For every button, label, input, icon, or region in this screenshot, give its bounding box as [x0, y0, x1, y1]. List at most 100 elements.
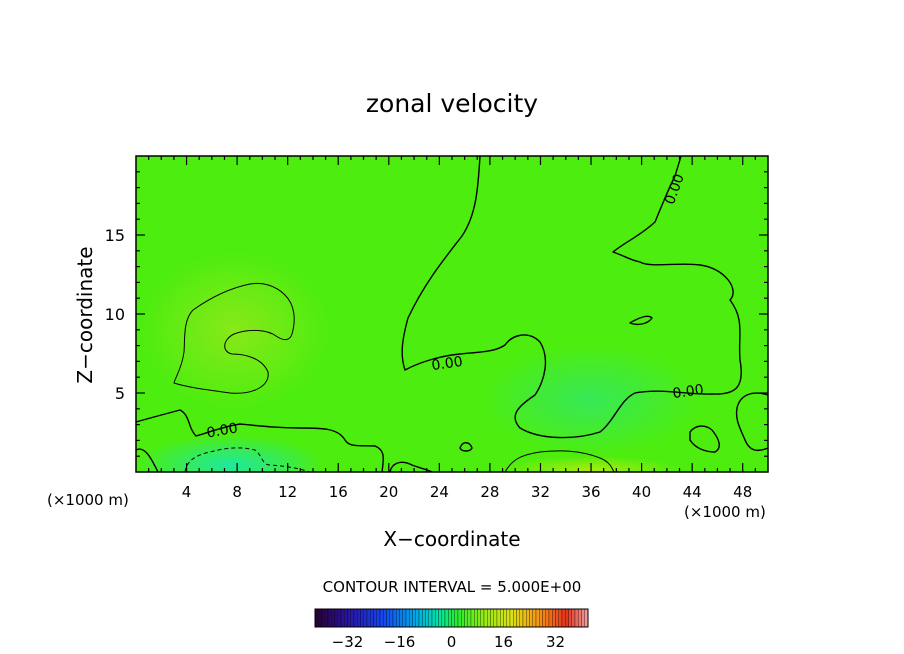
colorbar — [314, 608, 589, 628]
x-tick-label: 36 — [581, 483, 600, 501]
x-unit-label-left: (×1000 m) — [47, 491, 129, 509]
contour-label: 0.00 — [431, 354, 464, 374]
colorbar-cell — [415, 608, 420, 628]
colorbar-cell — [500, 608, 504, 628]
colorbar-cell — [470, 608, 475, 628]
colorbar-cell — [474, 608, 478, 628]
colorbar-cell — [318, 608, 322, 628]
colorbar-cell — [565, 608, 569, 628]
colorbar-cell — [509, 608, 514, 628]
contour-line-right-edge — [735, 392, 768, 452]
colorbar-cell — [386, 608, 390, 628]
x-tick-label: 48 — [733, 483, 752, 501]
x-tick-label: 12 — [278, 483, 297, 501]
colorbar-tick-label: 0 — [447, 633, 457, 651]
y-tick-label: 5 — [115, 384, 125, 403]
colorbar-cell — [321, 608, 325, 628]
field-highlight-right — [480, 345, 700, 455]
contour-label: 0.00 — [672, 382, 705, 402]
colorbar-cell — [435, 608, 439, 628]
contour-label: 0.00 — [205, 420, 238, 441]
x-tick-label: 32 — [531, 483, 550, 501]
colorbar-cell — [571, 608, 576, 628]
colorbar-cell — [337, 608, 342, 628]
colorbar-cell — [431, 608, 436, 628]
colorbar-tick-label: −32 — [332, 633, 364, 651]
colorbar-cell — [490, 608, 494, 628]
x-tick-label: 16 — [329, 483, 348, 501]
colorbar-cell — [526, 608, 530, 628]
colorbar-cell — [324, 608, 329, 628]
contour-lines — [136, 156, 768, 472]
colorbar-cell — [344, 608, 348, 628]
colorbar-cell — [483, 608, 488, 628]
colorbar-cell — [334, 608, 338, 628]
contour-line-right-small — [689, 425, 720, 453]
chart-title: zonal velocity — [366, 89, 538, 118]
contour-lines-dashed — [184, 447, 311, 472]
colorbar-cell — [513, 608, 517, 628]
colorbar-tick-label: −16 — [384, 633, 416, 651]
colorbar-cell — [373, 608, 377, 628]
colorbar-cell — [444, 608, 449, 628]
colorbar-cell — [405, 608, 410, 628]
colorbar-cell — [477, 608, 481, 628]
colorbar-cell — [370, 608, 374, 628]
colorbar-cell — [529, 608, 533, 628]
colorbar-tick-labels: −32 −16 0 16 32 — [332, 633, 565, 651]
y-tick-label: 15 — [105, 226, 125, 245]
colorbar-cell — [578, 608, 582, 628]
colorbar-cell — [496, 608, 501, 628]
field-highlight-left — [140, 250, 330, 410]
colorbar-cell — [487, 608, 491, 628]
colorbar-cell — [461, 608, 465, 628]
x-tick-label: 28 — [480, 483, 499, 501]
colorbar-cell — [412, 608, 416, 628]
axis-ticks — [136, 156, 768, 472]
x-tick-label: 8 — [232, 483, 242, 501]
colorbar-frame — [314, 608, 589, 628]
contour-line-bottom-left — [136, 448, 159, 472]
colorbar-cell — [366, 608, 371, 628]
colorbar-cell — [545, 608, 550, 628]
colorbar-cell — [389, 608, 394, 628]
colorbar-cell — [574, 608, 579, 628]
plot-area: 0.00 0.00 0.00 0.00 — [136, 156, 768, 472]
colorbar-cell — [360, 608, 364, 628]
y-tick-labels: 5 10 15 — [105, 226, 125, 403]
colorbar-cell — [379, 608, 384, 628]
colorbar-cell — [522, 608, 527, 628]
colorbar-cell — [535, 608, 540, 628]
colorbar-cell — [558, 608, 563, 628]
colorbar-cell — [392, 608, 397, 628]
contour-line-left-c — [173, 282, 295, 394]
contour-line-bottom-mid — [389, 461, 433, 472]
colorbar-tick-label: 16 — [494, 633, 513, 651]
colorbar-cell — [357, 608, 361, 628]
x-tick-label: 24 — [430, 483, 449, 501]
x-unit-label-right: (×1000 m) — [684, 503, 766, 521]
colorbar-cell — [532, 608, 537, 628]
x-tick-label: 44 — [683, 483, 702, 501]
y-axis-label: Z−coordinate — [73, 246, 97, 383]
colorbar-cell — [480, 608, 485, 628]
y-tick-label: 10 — [105, 305, 125, 324]
contour-interval-text: CONTOUR INTERVAL = 5.000E+00 — [323, 578, 582, 596]
x-tick-label: 20 — [379, 483, 398, 501]
colorbar-cell — [539, 608, 543, 628]
colorbar-cell — [396, 608, 400, 628]
contour-line-bottom-right — [504, 450, 615, 472]
colorbar-cell — [464, 608, 468, 628]
colorbar-cell — [425, 608, 429, 628]
field-highlight-bottom-left — [136, 435, 325, 472]
x-tick-labels: 4 8 12 16 20 24 28 32 36 40 44 48 — [182, 483, 752, 501]
colorbar-cell — [552, 608, 556, 628]
colorbar-cell — [448, 608, 452, 628]
colorbar-cell — [327, 608, 332, 628]
colorbar-cell — [581, 608, 585, 628]
colorbar-cell — [399, 608, 403, 628]
colorbar-cell — [493, 608, 498, 628]
colorbar-cell — [467, 608, 472, 628]
colorbar-cell — [555, 608, 559, 628]
contour-line-lower-left — [136, 409, 385, 472]
